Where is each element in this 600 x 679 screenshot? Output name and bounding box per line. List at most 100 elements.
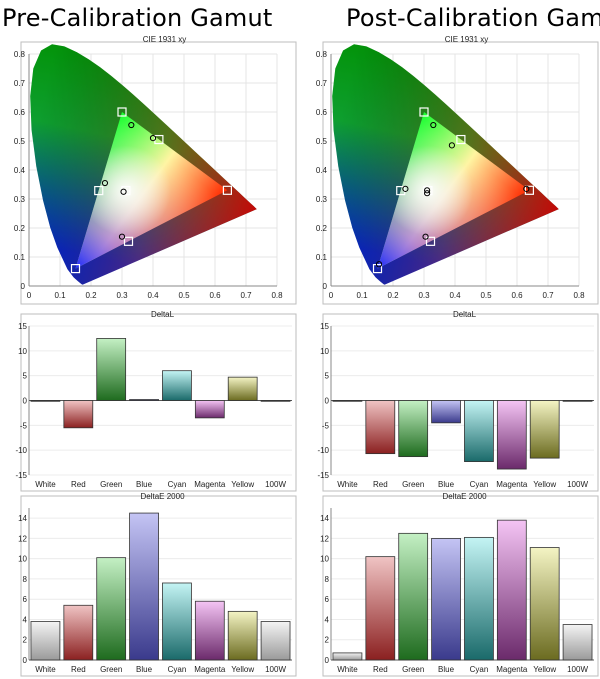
bar-x-tick: Cyan [470,665,489,674]
cie-x-tick: 0.8 [573,291,585,300]
bar-y-tick: -5 [322,421,330,430]
cie-x-tick: 0.5 [178,291,190,300]
bar-y-tick: 15 [18,322,27,331]
bar-y-tick: 6 [325,595,330,604]
bar-y-tick: 0 [325,656,330,665]
bar-x-tick: Magenta [496,665,528,674]
bar-x-tick: White [35,665,56,674]
cie-chart-post: CIE 1931 xy 0 0.1 0.2 0.3 0.4 0.5 0.6 0.7 0.8 0 0.1… [316,35,599,305]
cie-x-tick: 0.7 [240,291,252,300]
bar-magenta [496,400,527,470]
bar-red [63,400,94,429]
bar-x-tick: Cyan [470,480,489,489]
bar-red [63,604,94,661]
measured-circle-marker [149,135,157,142]
bar-y-tick: 5 [325,372,330,381]
cie-x-tick: 0.2 [387,291,399,300]
cie-y-tick: 0 [21,282,26,291]
bar-green [96,338,127,401]
bar-x-tick: White [337,665,358,674]
cie-y-tick: 0.2 [316,224,328,233]
bar-chart-5: DeltaE 2000 14 12 10 8 6 4 2 0 White Red Green Blue C… [320,492,599,677]
bar-100w [260,621,291,661]
target-square-marker [123,236,134,246]
bar-y-tick: 10 [18,555,27,564]
cie-y-tick: 0.7 [316,79,328,88]
target-square-marker [419,107,429,117]
bar-100w [562,624,593,661]
cie-x-tick: 0.3 [116,291,128,300]
bar-x-tick: White [35,480,56,489]
bar-x-tick: 100W [265,480,286,489]
bar-cyan [162,370,192,401]
bar-x-tick: 100W [265,665,286,674]
bar-x-tick: Green [100,480,122,489]
cie-x-tick: 0.3 [418,291,430,300]
bar-yellow [227,610,258,661]
bar-yellow [529,547,560,661]
bar-cyan [464,400,494,462]
bar-x-tick: 100W [567,665,588,674]
bar-chart-title: DeltaE 2000 [140,492,185,501]
target-square-marker [372,264,383,274]
cie-x-tick: 0.4 [449,291,461,300]
bar-chart-title: DeltaL [151,310,175,319]
bar-x-tick: Yellow [231,480,254,489]
bar-y-tick: 4 [325,615,330,624]
bar-y-tick: 4 [23,615,28,624]
measured-circle-marker [120,188,127,195]
bar-chart-2: DeltaL 15 10 5 0 -5 -10 -15 White Red Green Blue Cya… [15,310,297,492]
bar-blue [431,400,461,424]
cie-title: CIE 1931 xy [143,35,187,44]
measured-circle-marker [128,121,135,129]
bar-y-tick: 10 [18,347,27,356]
cie-y-tick: 0.4 [14,166,26,175]
bar-y-tick: -10 [317,446,329,455]
bar-blue [129,399,159,401]
cie-x-tick: 0.1 [356,291,368,300]
target-square-marker [121,185,131,196]
measured-circle-marker [101,179,109,187]
target-square-marker [117,107,127,117]
bar-y-tick: 12 [18,534,27,543]
bar-y-tick: 2 [23,636,28,645]
bar-100w [260,400,291,402]
bar-x-tick: Red [373,480,388,489]
bar-y-tick: -15 [15,471,27,480]
cie-x-tick: 0.4 [147,291,159,300]
measured-circle-marker [523,185,530,192]
bar-green [96,557,127,661]
cie-y-tick: 0.1 [14,253,26,262]
cie-chart-pre: CIE 1931 xy 0 0.1 0.2 0.3 0.4 0.5 0.6 0.7 0.8 0 0.1… [14,35,297,305]
bar-white [30,400,61,402]
bar-y-tick: 10 [320,347,329,356]
bar-blue [129,512,159,661]
cie-x-tick: 0.6 [209,291,221,300]
bar-magenta [194,600,225,661]
bar-x-tick: Green [402,480,424,489]
cie-x-tick: 0.6 [511,291,523,300]
bar-y-tick: 14 [320,514,329,523]
bar-cyan [464,536,494,661]
cie-y-tick: 0.8 [14,50,26,59]
bar-white [30,621,61,661]
cie-x-tick: 0.5 [480,291,492,300]
measured-circle-marker [118,233,126,240]
bar-x-tick: Cyan [168,480,187,489]
bar-x-tick: Blue [136,480,153,489]
cie-x-tick: 0 [329,291,334,300]
bar-chart-3: DeltaL 15 10 5 0 -5 -10 -15 White Red Green Blue Cya… [317,310,599,492]
bar-magenta [496,519,527,661]
bar-green [398,400,429,458]
bar-chart-title: DeltaL [453,310,477,319]
measured-circle-marker [402,185,409,192]
target-square-marker [425,236,436,246]
bar-chart-title: DeltaE 2000 [442,492,487,501]
cie-y-tick: 0.5 [316,137,328,146]
bar-yellow [227,376,258,401]
cie-y-tick: 0.7 [14,79,26,88]
target-square-marker [423,185,433,196]
bar-y-tick: 5 [23,372,28,381]
cie-y-tick: 0.6 [316,108,328,117]
